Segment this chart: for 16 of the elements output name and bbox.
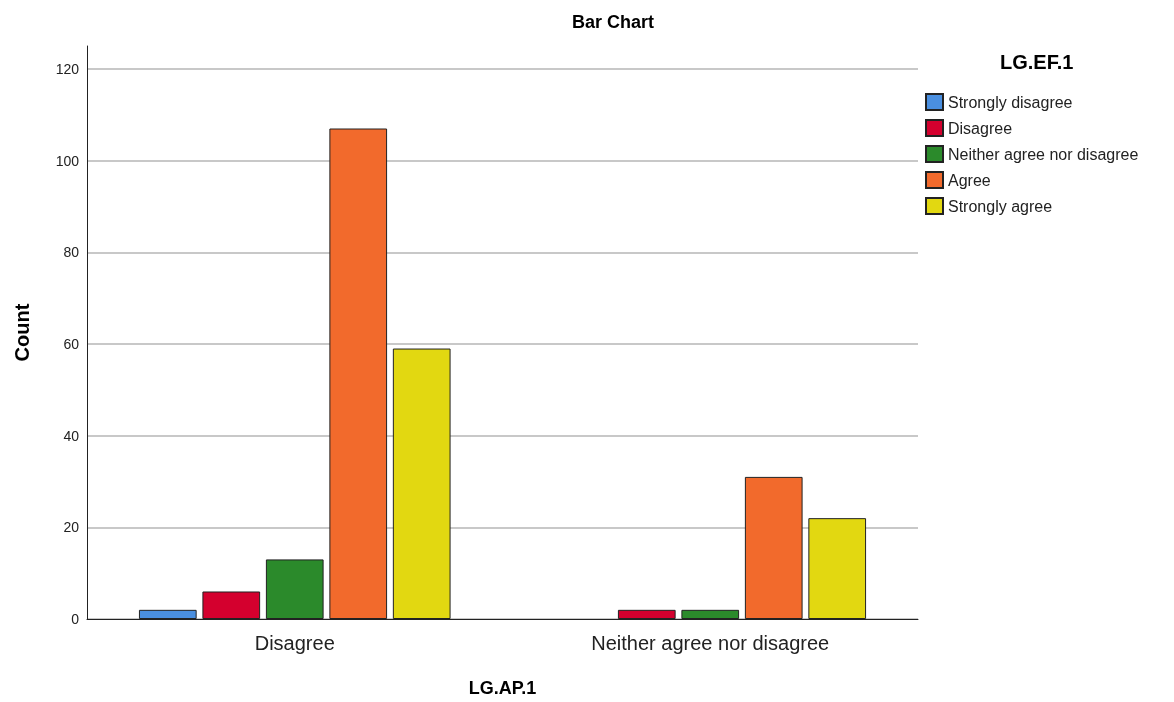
legend-label: Neither agree nor disagree (948, 145, 1139, 163)
legend-label: Disagree (948, 119, 1013, 137)
chart-title: Bar Chart (571, 12, 655, 32)
y-tick-label: 100 (55, 152, 80, 169)
y-tick-label: 20 (63, 519, 80, 536)
y-tick-label: 80 (63, 244, 80, 261)
legend-label: Strongly disagree (948, 93, 1073, 111)
legend-label: Strongly agree (948, 197, 1053, 215)
y-tick-label: 120 (55, 60, 80, 77)
y-axis-title: Count (11, 303, 33, 362)
x-axis-title: LG.AP.1 (468, 678, 537, 698)
legend-title: LG.EF.1 (1000, 51, 1074, 73)
y-tick-label: 0 (71, 611, 80, 627)
y-tick-label: 60 (63, 335, 80, 352)
legend-label: Agree (948, 171, 991, 189)
y-tick-label: 40 (63, 427, 80, 444)
